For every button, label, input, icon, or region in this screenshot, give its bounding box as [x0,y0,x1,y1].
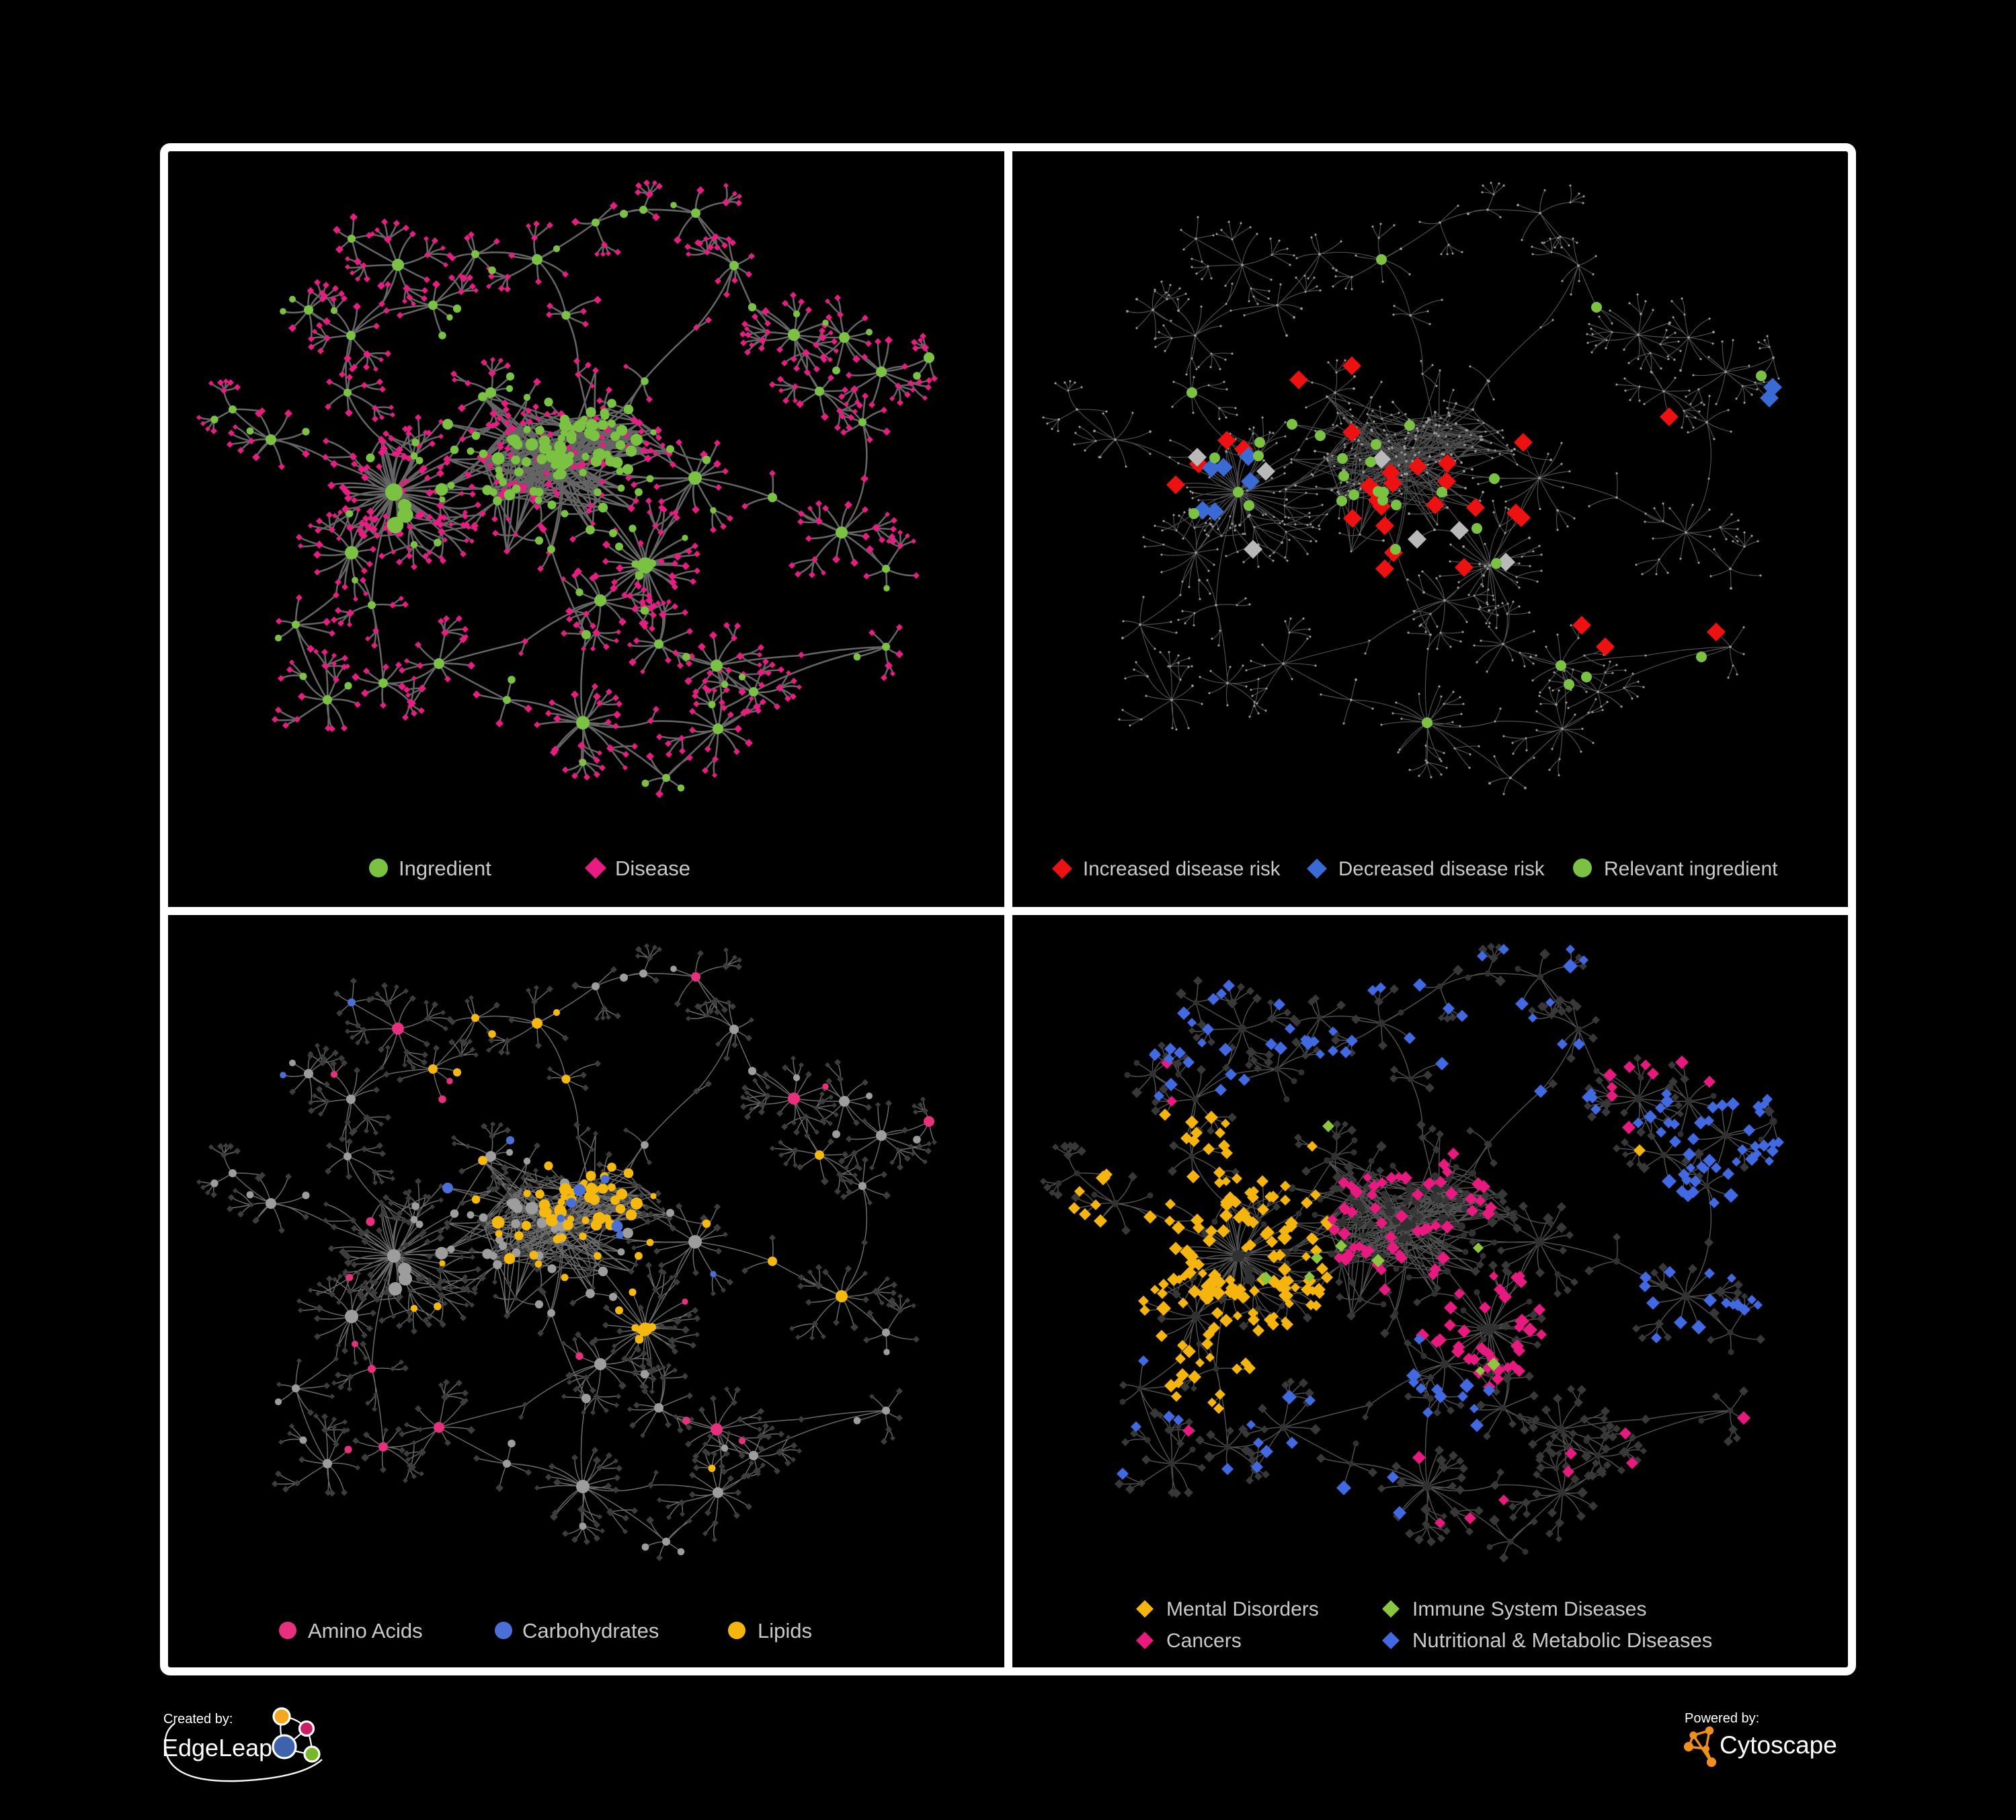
svg-text:Carbohydrates: Carbohydrates [522,1619,659,1643]
svg-text:Amino Acids: Amino Acids [308,1619,423,1643]
svg-text:Increased disease risk: Increased disease risk [1083,858,1281,880]
svg-text:Nutritional & Metabolic Diseas: Nutritional & Metabolic Diseases [1412,1628,1712,1652]
svg-text:Powered by:: Powered by: [1685,1711,1759,1726]
svg-text:Cytoscape: Cytoscape [1720,1731,1837,1759]
svg-text:Lipids: Lipids [758,1619,812,1643]
svg-text:Disease: Disease [615,857,690,880]
svg-text:EdgeLeap: EdgeLeap [162,1734,272,1762]
svg-text:Immune System Diseases: Immune System Diseases [1412,1598,1646,1620]
svg-text:Relevant ingredient: Relevant ingredient [1604,858,1778,880]
svg-text:Created by:: Created by: [163,1712,233,1727]
svg-text:Mental Disorders: Mental Disorders [1166,1598,1319,1620]
svg-text:Cancers: Cancers [1166,1630,1242,1652]
svg-text:Ingredient: Ingredient [399,857,491,880]
svg-text:Decreased disease risk: Decreased disease risk [1338,858,1545,880]
